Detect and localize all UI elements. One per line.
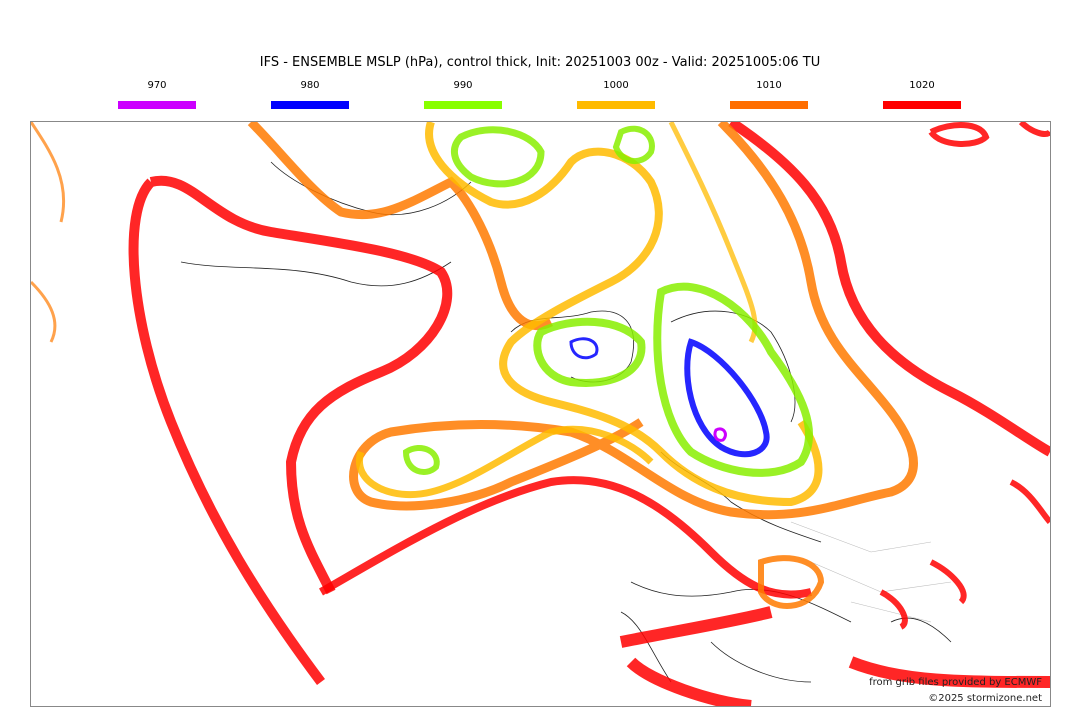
legend-swatch xyxy=(424,101,502,109)
legend-swatch xyxy=(118,101,196,109)
legend-item-1000: 1000 xyxy=(577,80,655,109)
legend-item-1010: 1010 xyxy=(730,80,808,109)
legend-item-990: 990 xyxy=(424,80,502,109)
copyright-credit: ©2025 stormizone.net xyxy=(928,693,1042,704)
isobar-970 xyxy=(713,427,727,442)
legend-label: 990 xyxy=(453,80,473,91)
isobar-1000 xyxy=(355,122,823,507)
legend-label: 1000 xyxy=(603,80,629,91)
legend-item-970: 970 xyxy=(118,80,196,109)
source-credit: from grib files provided by ECMWF xyxy=(869,677,1042,688)
pressure-map: from grib files provided by ECMWF ©2025 … xyxy=(30,121,1051,707)
legend-label: 970 xyxy=(147,80,167,91)
legend-item-1020: 1020 xyxy=(883,80,961,109)
legend-swatch xyxy=(577,101,655,109)
legend-label: 1010 xyxy=(756,80,782,91)
legend-swatch xyxy=(883,101,961,109)
legend-item-980: 980 xyxy=(271,80,349,109)
legend-label: 980 xyxy=(300,80,320,91)
legend-swatch xyxy=(271,101,349,109)
legend-label: 1020 xyxy=(909,80,935,91)
isobar-1010 xyxy=(31,122,918,609)
legend-swatch xyxy=(730,101,808,109)
isobar-1020 xyxy=(128,122,1050,706)
isobar-980 xyxy=(569,337,770,458)
isobar-map-svg xyxy=(31,122,1050,706)
chart-title: IFS - ENSEMBLE MSLP (hPa), control thick… xyxy=(259,55,821,70)
isobar-990 xyxy=(402,125,813,477)
